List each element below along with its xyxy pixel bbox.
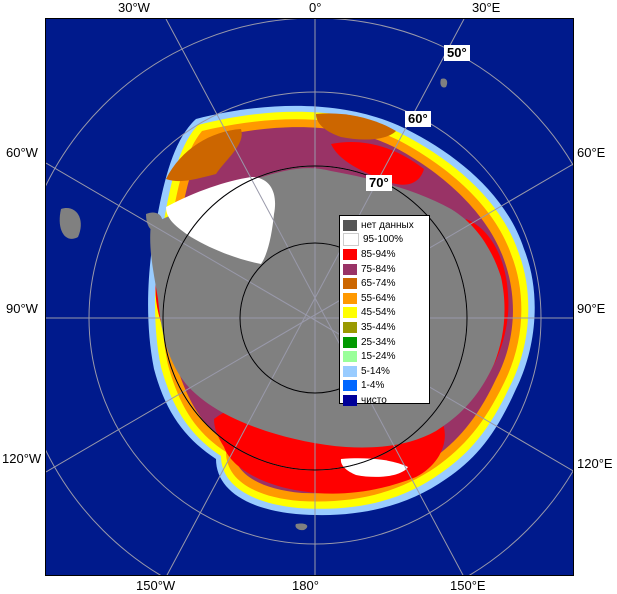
legend-item: 25-34%	[343, 335, 426, 350]
legend: нет данных 95-100% 85-94% 75-84% 65-74% 55-64…	[339, 215, 430, 406]
legend-item: 75-84%	[343, 262, 426, 277]
lon-label-180: 180°	[292, 578, 319, 593]
ice-concentration-65-patch	[166, 129, 242, 182]
lon-label-0: 0°	[309, 0, 322, 15]
legend-swatch	[343, 307, 357, 319]
legend-swatch	[343, 292, 357, 304]
legend-label: 1-4%	[361, 380, 385, 392]
legend-swatch	[343, 248, 357, 260]
legend-label: 35-44%	[361, 321, 396, 333]
land-fragment	[59, 208, 81, 239]
legend-item: 35-44%	[343, 320, 426, 335]
legend-label: чисто	[361, 394, 387, 406]
legend-swatch	[343, 351, 357, 363]
legend-swatch	[343, 365, 357, 377]
land-fragment	[146, 212, 163, 232]
lon-label-30e: 30°E	[472, 0, 501, 15]
legend-swatch	[343, 219, 357, 231]
legend-item: 15-24%	[343, 349, 426, 364]
legend-item: 95-100%	[343, 233, 426, 248]
latitude-label-70: 70°	[366, 175, 392, 191]
legend-label: 5-14%	[361, 365, 390, 377]
lon-label-60w: 60°W	[6, 145, 38, 160]
legend-label: нет данных	[361, 219, 414, 231]
legend-swatch	[343, 321, 357, 333]
legend-swatch	[343, 336, 357, 348]
legend-label: 95-100%	[363, 234, 404, 246]
legend-label: 45-54%	[361, 307, 396, 319]
sea-ice-map	[46, 19, 573, 575]
legend-label: 15-24%	[361, 351, 396, 363]
map-frame: 50° 60° 70°	[45, 18, 574, 576]
latitude-70-circle	[162, 165, 468, 471]
legend-item: 1-4%	[343, 379, 426, 394]
legend-item: 5-14%	[343, 364, 426, 379]
lon-label-150w: 150°W	[136, 578, 176, 593]
legend-label: 85-94%	[361, 248, 396, 260]
latitude-label-60: 60°	[405, 111, 431, 127]
lon-label-90w: 90°W	[6, 301, 38, 316]
legend-swatch	[343, 278, 357, 290]
legend-swatch	[343, 380, 357, 392]
land-fragment	[295, 523, 308, 531]
lon-label-120e: 120°E	[577, 456, 613, 471]
legend-item: чисто	[343, 393, 426, 408]
lon-label-120w: 120°W	[2, 451, 42, 466]
legend-label: 25-34%	[361, 336, 396, 348]
legend-item: 65-74%	[343, 276, 426, 291]
latitude-label-50: 50°	[444, 45, 470, 61]
legend-item: 85-94%	[343, 247, 426, 262]
legend-label: 55-64%	[361, 292, 396, 304]
ice-concentration-65-patch	[316, 113, 396, 140]
ice-concentration-95-south	[340, 458, 408, 477]
lon-label-30w: 30°W	[118, 0, 150, 15]
legend-swatch	[343, 394, 357, 406]
legend-label: 65-74%	[361, 278, 396, 290]
legend-item: 55-64%	[343, 291, 426, 306]
land-fragment	[440, 78, 448, 88]
ice-concentration-95	[166, 177, 276, 264]
ice-concentration-85-north	[331, 141, 424, 185]
lon-label-90e: 90°E	[577, 301, 606, 316]
legend-label: 75-84%	[361, 263, 396, 275]
legend-swatch	[343, 233, 359, 247]
lon-label-60e: 60°E	[577, 145, 606, 160]
lon-label-150e: 150°E	[450, 578, 486, 593]
legend-swatch	[343, 263, 357, 275]
legend-item: нет данных	[343, 218, 426, 233]
legend-item: 45-54%	[343, 306, 426, 321]
